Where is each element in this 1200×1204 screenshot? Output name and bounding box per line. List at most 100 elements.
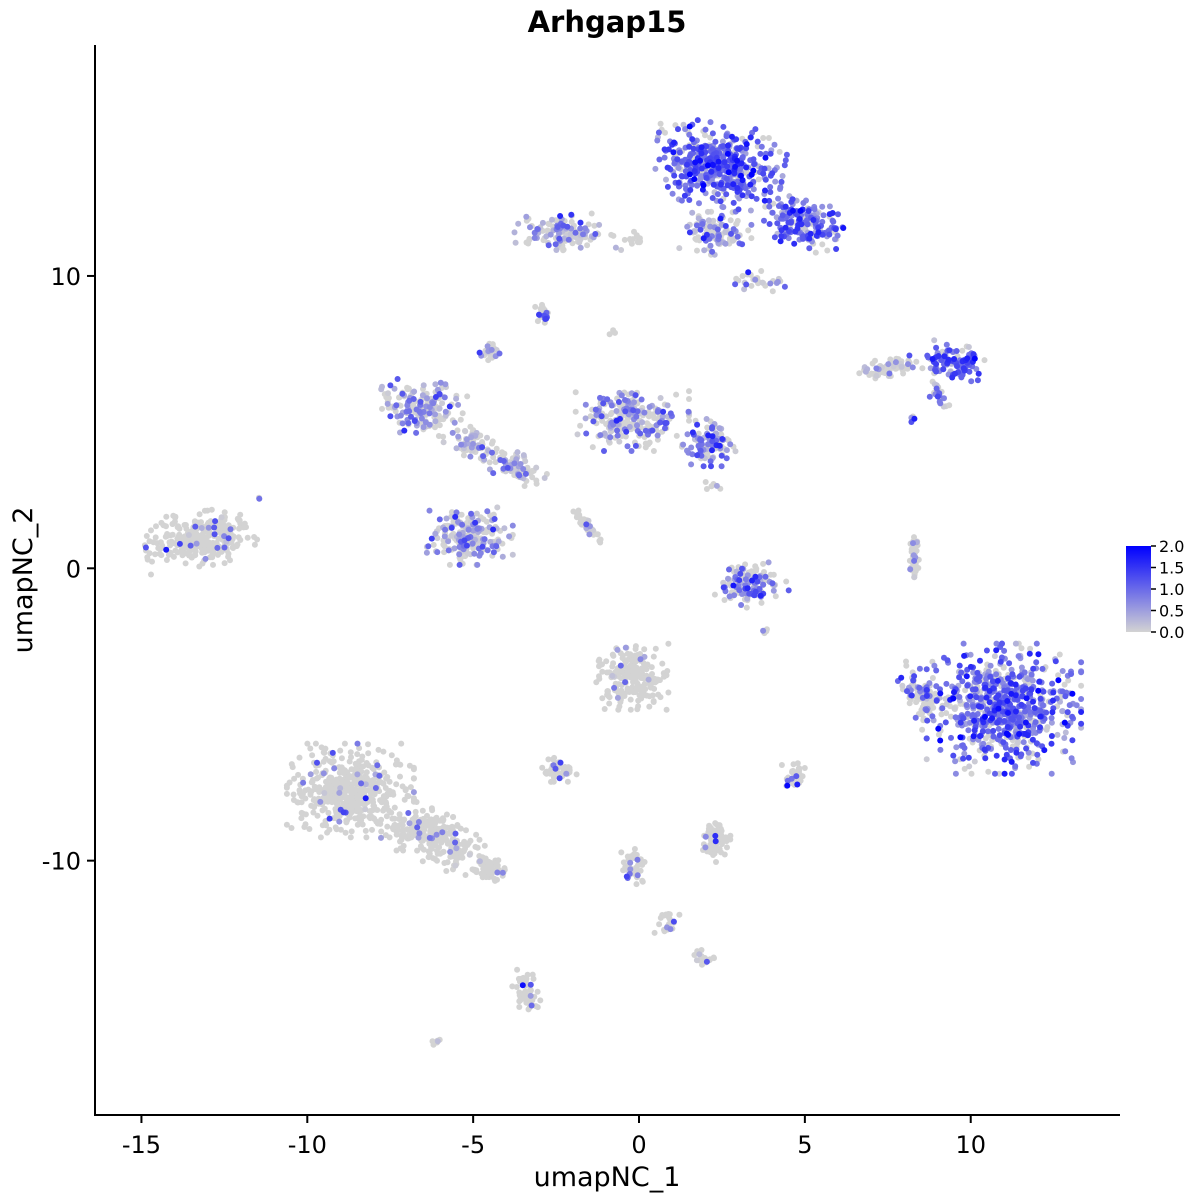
cell-point [956, 694, 963, 700]
cell-point [497, 457, 504, 463]
cell-point [321, 790, 328, 796]
cell-point [1018, 751, 1025, 758]
cell-point [986, 699, 993, 706]
cell-point [199, 539, 205, 546]
cell-point [661, 154, 668, 161]
legend-tick-label: 2.0 [1159, 537, 1184, 556]
cell-point [520, 995, 527, 1002]
cell-point [693, 236, 700, 243]
cell-point [573, 771, 580, 778]
cell-point [493, 445, 500, 452]
cell-point [461, 537, 468, 544]
cell-point [716, 171, 723, 178]
cell-point [919, 726, 926, 733]
cell-point [739, 565, 745, 572]
cell-point [941, 395, 947, 402]
cell-point [941, 353, 948, 360]
cell-point [209, 539, 216, 546]
cell-point [476, 836, 483, 843]
cell-point [485, 869, 492, 876]
cell-point [319, 807, 326, 814]
cell-point [736, 577, 743, 584]
cell-point [1044, 724, 1051, 731]
cell-point [975, 703, 982, 710]
cell-point [1016, 731, 1023, 737]
cell-point [616, 438, 623, 445]
cell-point [419, 807, 426, 814]
cell-point [632, 643, 639, 650]
cell-point [382, 832, 389, 839]
cell-point [428, 535, 435, 542]
cell-point [678, 197, 685, 204]
cell-point [256, 495, 263, 502]
cell-point [378, 828, 385, 835]
cell-point [601, 448, 607, 454]
cell-point [384, 823, 391, 830]
cell-point [769, 288, 776, 295]
cell-point [833, 246, 840, 252]
cell-point [972, 686, 979, 693]
cell-point [639, 877, 646, 884]
cell-point [1009, 671, 1016, 678]
cell-point [340, 809, 347, 816]
cell-point [596, 673, 602, 680]
cell-point [1005, 709, 1011, 716]
cell-point [397, 773, 403, 780]
cell-point [747, 181, 754, 188]
cell-point [709, 248, 716, 255]
cell-point [165, 551, 172, 558]
cell-point [635, 703, 642, 710]
cell-point [426, 410, 433, 417]
cell-point [656, 677, 663, 684]
cell-point [399, 783, 406, 790]
cell-point [971, 355, 978, 362]
cell-point [775, 195, 782, 202]
cell-point [719, 436, 726, 442]
cell-point [958, 669, 965, 676]
cell-point [516, 998, 523, 1005]
cell-point [1061, 735, 1068, 741]
cell-point [237, 511, 244, 518]
cell-point [760, 560, 767, 567]
cell-point [760, 135, 767, 141]
cell-point [692, 159, 699, 166]
cell-point [934, 393, 941, 400]
cell-point [359, 821, 366, 828]
cell-point [522, 470, 529, 477]
cell-point [633, 881, 640, 888]
cell-point [1008, 770, 1015, 777]
cell-point [953, 348, 960, 354]
legend-tick-label: 1.5 [1159, 559, 1184, 578]
cell-point [192, 523, 199, 530]
cell-point [565, 236, 572, 243]
cell-point [1007, 680, 1014, 687]
cell-point [554, 224, 561, 230]
cell-point [873, 372, 880, 379]
umap-points-layer [141, 117, 1085, 1048]
cell-point [703, 958, 710, 965]
cell-point [933, 368, 940, 375]
cell-point [422, 820, 429, 827]
cell-point [708, 463, 714, 470]
cell-point [210, 561, 216, 568]
cell-point [959, 347, 966, 354]
cell-point [457, 556, 464, 563]
cell-point [952, 758, 959, 765]
cell-point [624, 686, 631, 693]
cell-point [993, 647, 1000, 654]
cell-point [1001, 770, 1008, 777]
cell-point [960, 365, 967, 372]
cell-point [442, 526, 449, 533]
plot-title: Arhgap15 [528, 5, 687, 39]
cell-point [414, 847, 421, 854]
cell-point [943, 680, 950, 687]
cell-point [649, 671, 655, 677]
cell-point [169, 531, 176, 538]
cell-point [622, 433, 629, 440]
cell-point [730, 582, 737, 589]
cell-point [732, 448, 739, 455]
x-tick-label: 0 [631, 1131, 646, 1159]
cell-point [556, 235, 563, 242]
cell-point [426, 507, 433, 514]
cell-point [663, 176, 669, 183]
